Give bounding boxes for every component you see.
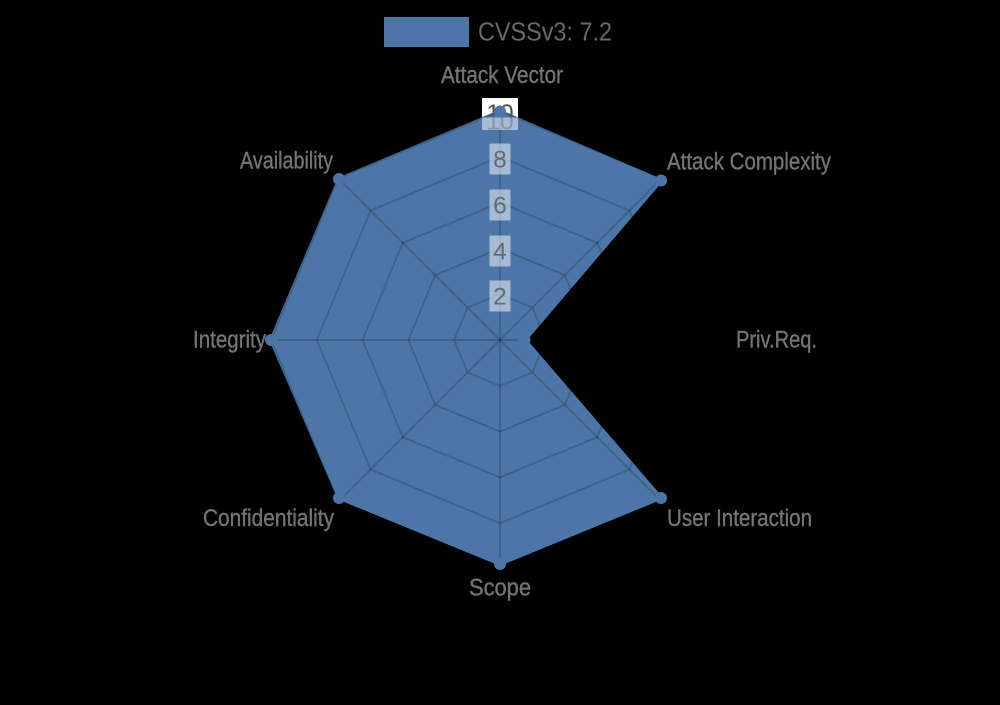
svg-text:6: 6 <box>493 193 507 220</box>
svg-text:4: 4 <box>493 239 507 266</box>
svg-text:Availability: Availability <box>240 148 333 175</box>
svg-text:Scope: Scope <box>469 575 531 602</box>
svg-text:Attack Complexity: Attack Complexity <box>667 149 831 176</box>
svg-text:Attack Vector: Attack Vector <box>441 62 563 89</box>
svg-text:Confidentiality: Confidentiality <box>203 505 334 532</box>
svg-text:Integrity: Integrity <box>193 327 266 354</box>
svg-text:2: 2 <box>493 284 507 311</box>
svg-text:CVSSv3: 7.2: CVSSv3: 7.2 <box>478 19 612 47</box>
svg-text:10: 10 <box>486 109 513 136</box>
svg-text:User Interaction: User Interaction <box>667 505 812 532</box>
svg-text:8: 8 <box>493 147 507 174</box>
svg-text:Priv.Req.: Priv.Req. <box>736 327 817 354</box>
